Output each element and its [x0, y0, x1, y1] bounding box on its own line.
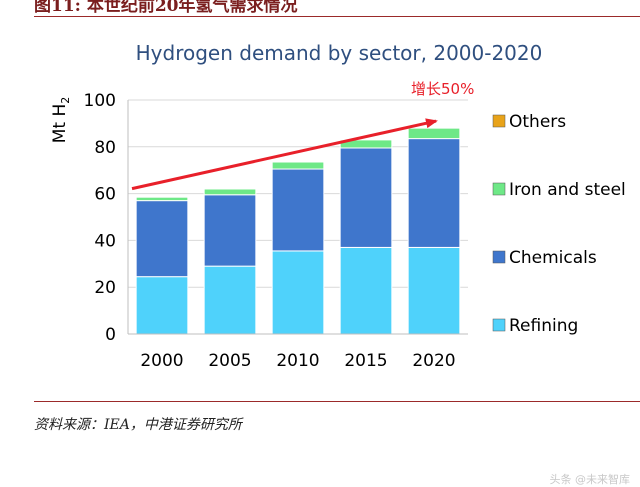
bar-segment-chemicals [135, 200, 189, 278]
legend-label: Refining [509, 316, 578, 336]
bar-segment-refining [407, 246, 461, 335]
legend-label: Others [509, 112, 566, 132]
bar-segment-iron-and-steel [407, 127, 461, 140]
watermark: 头条 @未来智库 [549, 473, 631, 486]
bar-segment-iron-and-steel [203, 188, 257, 196]
legend-swatch [492, 114, 506, 128]
y-tick-label: 100 [84, 91, 116, 111]
x-tick-label: 2010 [276, 351, 319, 371]
bar-segment-chemicals [407, 138, 461, 248]
y-tick-label: 20 [94, 278, 116, 298]
x-tick-label: 2000 [140, 351, 183, 371]
bottom-rule [34, 401, 640, 402]
bar-segment-iron-and-steel [271, 161, 325, 170]
legend-swatch [492, 318, 506, 332]
bar-segment-chemicals [203, 194, 257, 267]
y-tick-label: 40 [94, 231, 116, 251]
top-rule [34, 16, 640, 17]
bar-segment-chemicals [271, 168, 325, 252]
x-tick-label: 2015 [344, 351, 387, 371]
x-tick-label: 2005 [208, 351, 251, 371]
figure-header: 图11: 本世纪前20年氢气需求情况 [34, 0, 298, 16]
y-tick-label: 60 [94, 185, 116, 205]
bar-segment-chemicals [339, 147, 393, 248]
y-axis-label-subscript: 2 [59, 97, 72, 104]
growth-arrow [131, 118, 438, 191]
legend-swatch [492, 250, 506, 264]
bar-segment-refining [135, 276, 189, 335]
bar-segment-refining [339, 246, 393, 335]
chart: Hydrogen demand by sector, 2000-2020 Mt … [50, 41, 626, 371]
legend-label: Iron and steel [509, 180, 626, 200]
source-note: 资料来源：IEA，中港证券研究所 [34, 417, 242, 433]
bar-segment-iron-and-steel [135, 196, 189, 202]
y-tick-label: 80 [94, 138, 116, 158]
bar-segment-refining [271, 250, 325, 335]
chart-title: Hydrogen demand by sector, 2000-2020 [136, 41, 543, 65]
growth-annotation: 增长50% [411, 80, 474, 98]
y-axis-label: Mt H2 [50, 97, 72, 144]
y-axis-label-main: Mt H [50, 104, 70, 144]
y-tick-label: 0 [105, 325, 116, 345]
bar-segment-refining [203, 265, 257, 335]
legend-swatch [492, 182, 506, 196]
legend-label: Chemicals [509, 248, 597, 268]
x-tick-label: 2020 [412, 351, 455, 371]
